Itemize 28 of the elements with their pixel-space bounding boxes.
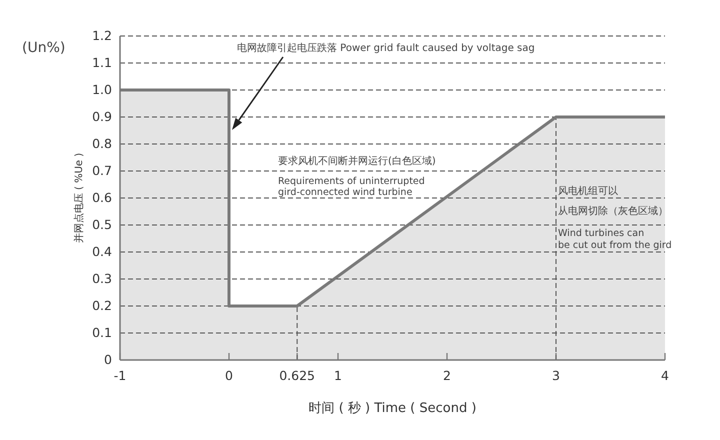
x-axis-title: 时间 ( 秒 ) Time ( Second ) xyxy=(308,401,476,416)
x-tick-label: -1 xyxy=(114,368,126,383)
annotation: 要求风机不间断并网运行(白色区域) xyxy=(278,155,436,167)
y-tick-label: 0.6 xyxy=(92,190,112,205)
annotation: 风电机组可以从电网切除（灰色区域） xyxy=(558,185,668,217)
x-tick-label: 4 xyxy=(661,368,670,383)
y-tick-label: 0.5 xyxy=(92,217,112,232)
x-tick-label: 0.625 xyxy=(279,368,316,383)
y-tick-label: 0 xyxy=(104,352,112,367)
y-tick-label: 1.1 xyxy=(92,55,112,70)
x-tick-label: 1 xyxy=(334,368,342,383)
annotation: Requirements of uninterrupted gird-connected wind turbine xyxy=(278,176,425,198)
y-tick-label: 0.9 xyxy=(92,109,112,124)
y-axis-title: 并网点电压 ( %Ue ) xyxy=(73,152,85,244)
annotation: 电网故障引起电压跌落 Power grid fault caused by voltage sag xyxy=(237,42,535,54)
y-tick-label: 1.0 xyxy=(92,82,112,97)
text: (Un%) xyxy=(22,40,66,56)
x-tick-label: 0 xyxy=(225,368,234,383)
x-tick-label: 3 xyxy=(552,368,560,383)
y-tick-label: 0.7 xyxy=(92,163,112,178)
x-tick-label: 2 xyxy=(443,368,451,383)
y-tick-label: 0.3 xyxy=(92,271,112,286)
y-tick-label: 0.2 xyxy=(92,298,112,313)
y-tick-label: 0.1 xyxy=(92,325,112,340)
y-tick-label: 0.4 xyxy=(92,244,112,259)
y-tick-label: 0.8 xyxy=(92,136,112,151)
y-tick-label: 1.2 xyxy=(92,28,112,43)
annotation: Wind turbines can be cut out from the gird xyxy=(558,228,672,251)
